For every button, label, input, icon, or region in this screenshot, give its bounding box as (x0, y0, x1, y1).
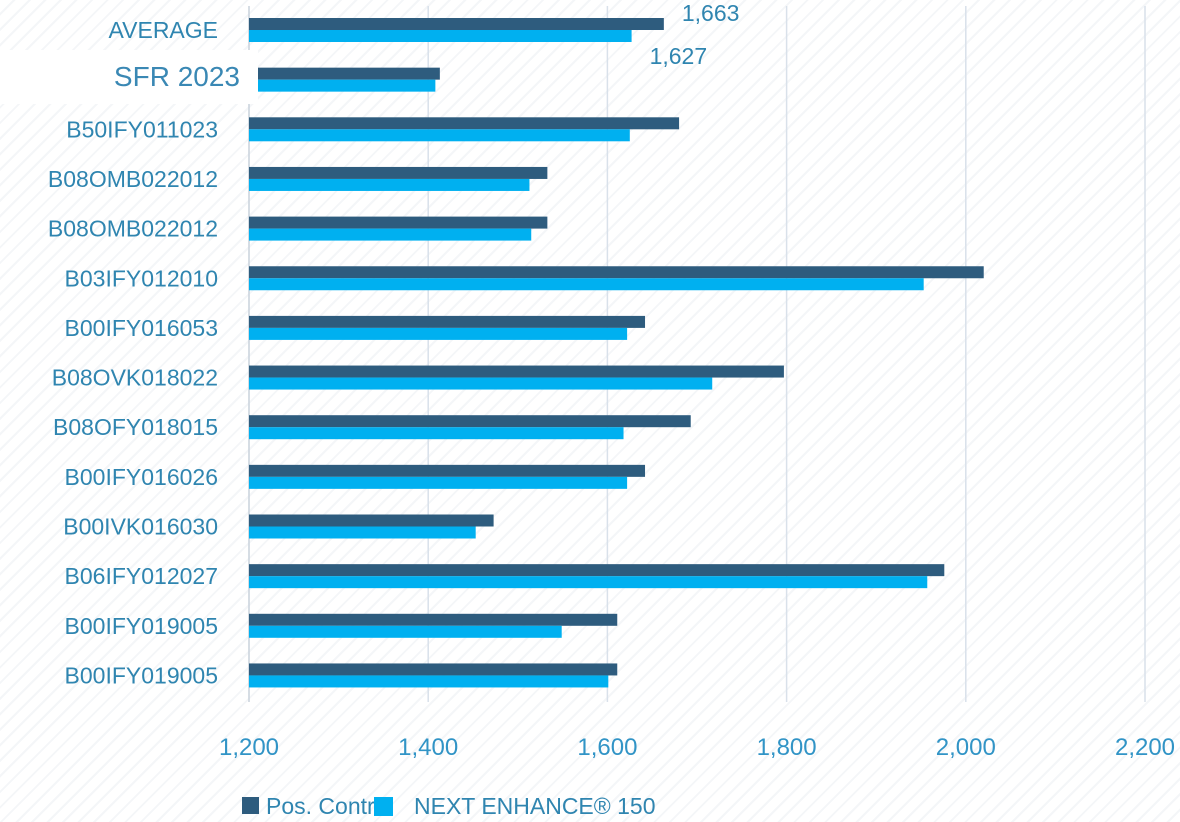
bar-pos-control (249, 216, 548, 229)
bar-next-enhance (249, 427, 624, 440)
bar-next-enhance (249, 476, 628, 489)
category-label: B00IFY016026 (65, 464, 218, 490)
bar-pos-control (249, 415, 691, 428)
bar-next-enhance (249, 327, 628, 340)
legend-label-pos-control: Pos. Control (266, 793, 393, 819)
title-backdrop (0, 50, 258, 104)
category-label: B00IFY016053 (65, 315, 218, 341)
bar-pos-control (249, 266, 984, 279)
bar-next-enhance (249, 675, 609, 688)
category-label: B00IFY019005 (65, 662, 218, 688)
x-tick-label: 1,800 (757, 734, 817, 761)
x-tick-label: 1,600 (577, 734, 637, 761)
bar-pos-control (249, 166, 548, 179)
category-label: B06IFY012027 (65, 563, 218, 589)
bar-next-enhance (249, 30, 632, 42)
legend-swatch-pos-control (242, 797, 259, 814)
bar-pos-control (249, 117, 680, 130)
bar-next-enhance (249, 526, 476, 539)
bar-next-enhance (249, 377, 713, 390)
chart-title: SFR 2023 (113, 61, 240, 92)
bar-next-enhance (249, 576, 928, 589)
category-label: B08OFY018015 (53, 414, 218, 440)
x-tick-label: 2,000 (936, 734, 996, 761)
bar-pos-control (249, 564, 945, 577)
x-tick-label: 1,200 (219, 734, 279, 761)
category-label: AVERAGE (109, 17, 219, 43)
bar-next-enhance (249, 79, 436, 92)
bar-pos-control (249, 663, 618, 676)
category-label: B08OMB022012 (48, 216, 218, 242)
bar-next-enhance (249, 625, 562, 638)
bar-pos-control (249, 315, 646, 328)
bar-pos-control (249, 613, 618, 626)
x-tick-label: 1,400 (398, 734, 458, 761)
category-label: B08OVK018022 (52, 365, 218, 391)
bar-pos-control (249, 18, 664, 30)
data-label: 1,627 (650, 43, 708, 69)
category-label: B00IVK016030 (63, 514, 218, 540)
category-label: B50IFY011023 (66, 116, 218, 142)
legend-swatch-next-enhance (374, 797, 393, 816)
bar-next-enhance (249, 278, 924, 291)
category-label: B00IFY019005 (65, 613, 218, 639)
bar-next-enhance (249, 228, 532, 241)
category-label: B08OMB022012 (48, 166, 218, 192)
x-tick-label: 2,200 (1115, 734, 1175, 761)
bar-pos-control (249, 67, 440, 80)
bar-pos-control (249, 365, 784, 378)
bar-pos-control (249, 514, 494, 527)
data-label: 1,663 (682, 0, 740, 26)
category-label: B03IFY012010 (65, 265, 218, 291)
bar-next-enhance (249, 129, 630, 142)
bar-next-enhance (249, 178, 530, 191)
legend-label-next-enhance: NEXT ENHANCE® 150 (414, 793, 656, 819)
bar-pos-control (249, 464, 646, 477)
